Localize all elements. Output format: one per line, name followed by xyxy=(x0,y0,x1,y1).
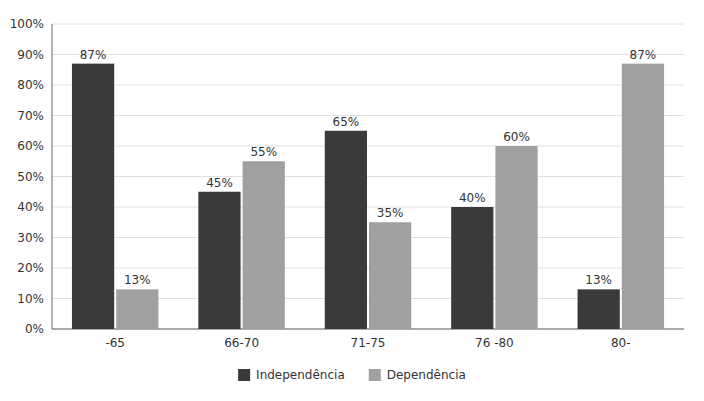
bar xyxy=(116,289,158,329)
data-label: 13% xyxy=(585,273,612,287)
y-tick-label: 30% xyxy=(17,231,44,245)
y-tick-label: 70% xyxy=(17,109,44,123)
data-label: 65% xyxy=(333,115,360,129)
bar xyxy=(451,207,493,329)
x-tick-label: 76 -80 xyxy=(475,336,514,350)
y-tick-label: 20% xyxy=(17,261,44,275)
y-tick-label: 80% xyxy=(17,78,44,92)
grid-line xyxy=(52,146,684,147)
x-tick-label: 66-70 xyxy=(224,336,259,350)
bars xyxy=(72,64,664,329)
bar xyxy=(72,64,114,329)
x-tick-label: 71-75 xyxy=(351,336,386,350)
data-label: 87% xyxy=(80,48,107,62)
bar xyxy=(578,289,620,329)
data-label: 45% xyxy=(206,176,233,190)
bar xyxy=(495,146,537,329)
legend-swatch xyxy=(369,369,381,381)
grid-line xyxy=(52,54,684,55)
y-tick-label: 60% xyxy=(17,139,44,153)
data-label: 40% xyxy=(459,191,486,205)
legend-swatch xyxy=(238,369,250,381)
y-tick-label: 50% xyxy=(17,170,44,184)
data-label: 87% xyxy=(630,48,657,62)
legend-label: Independência xyxy=(256,368,345,382)
grid-line xyxy=(52,268,684,269)
data-label: 35% xyxy=(377,206,404,220)
grid-line xyxy=(52,176,684,177)
y-axis: 0% 10% 20% 30% 40% 50% 60% 70% 80% 90% 100% xyxy=(10,17,684,336)
data-label: 55% xyxy=(250,145,277,159)
grid-line xyxy=(52,24,684,25)
legend: Independência Dependência xyxy=(238,368,466,382)
data-labels: 87% 45% 65% 40% 13% 13% 55% 35% 60% 87% xyxy=(80,48,657,288)
y-tick-label: 40% xyxy=(17,200,44,214)
data-label: 13% xyxy=(124,273,151,287)
data-label: 60% xyxy=(503,130,530,144)
y-tick-label: 90% xyxy=(17,48,44,62)
grid-line xyxy=(52,85,684,86)
x-tick-label: -65 xyxy=(105,336,125,350)
grid-line xyxy=(52,207,684,208)
bar xyxy=(198,192,240,329)
grid-line xyxy=(52,115,684,116)
chart: 0% 10% 20% 30% 40% 50% 60% 70% 80% 90% 100% 87% 45% 6… xyxy=(0,0,704,401)
y-tick-label: 10% xyxy=(17,292,44,306)
chart-container: 0% 10% 20% 30% 40% 50% 60% 70% 80% 90% 100% 87% 45% 6… xyxy=(0,0,704,401)
legend-label: Dependência xyxy=(387,368,466,382)
y-tick-label: 0% xyxy=(25,322,44,336)
bar xyxy=(325,131,367,329)
x-tick-label: 80- xyxy=(611,336,631,350)
bar xyxy=(622,64,664,329)
x-axis: -65 66-70 71-75 76 -80 80- xyxy=(105,336,630,350)
y-tick-label: 100% xyxy=(10,17,44,31)
grid-line xyxy=(52,237,684,238)
bar xyxy=(243,161,285,329)
bar xyxy=(369,222,411,329)
y-axis-line xyxy=(52,24,53,329)
